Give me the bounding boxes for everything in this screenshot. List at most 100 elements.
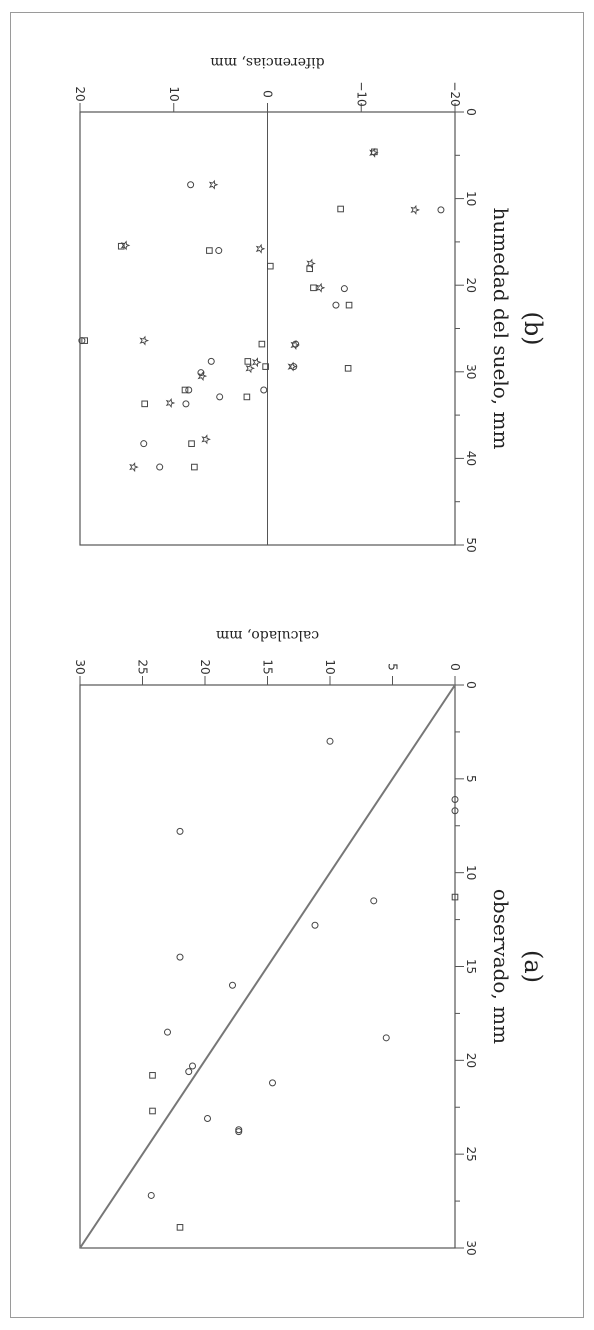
point-circle — [189, 1062, 196, 1070]
point-circle — [182, 400, 190, 408]
y-tick-label-a: 15 — [261, 659, 275, 674]
point-circle — [370, 897, 378, 905]
point-square — [243, 393, 251, 401]
point-square — [117, 242, 125, 250]
point-circle — [451, 795, 459, 803]
point-circle — [235, 1126, 243, 1134]
point-square — [258, 340, 266, 348]
point-square — [149, 1072, 156, 1079]
x-tick-label-a: 30 — [464, 1240, 478, 1255]
point-circle — [156, 463, 164, 471]
x-tick-label-a: 25 — [464, 1147, 478, 1162]
y-tick-label-a: 30 — [73, 659, 87, 674]
x-tick-label-b: 40 — [464, 451, 478, 466]
point-circle — [185, 386, 193, 394]
point-square — [267, 262, 274, 270]
point-square — [176, 1224, 184, 1231]
point-star — [201, 434, 211, 445]
y-tick-label-b: 20 — [73, 86, 87, 101]
point-circle — [340, 285, 348, 293]
y-tick-label-b: 10 — [167, 86, 181, 101]
point-circle — [311, 921, 319, 929]
point-circle — [235, 1128, 243, 1136]
point-square — [337, 205, 344, 213]
y-tick-label-b: 0 — [261, 90, 275, 98]
point-circle — [187, 181, 195, 189]
y-tick-label-a: 5 — [386, 663, 400, 671]
point-star — [315, 282, 326, 293]
point-square — [306, 265, 313, 273]
x-tick-label-b: 10 — [464, 191, 478, 206]
y-tick-label-a: 0 — [448, 663, 462, 671]
point-square — [188, 440, 195, 447]
point-star — [165, 397, 176, 409]
x-tick-label-a: 20 — [464, 1053, 478, 1068]
x-axis-title-b: humedad del suelo, mm — [489, 208, 513, 450]
y-tick-label-a: 20 — [198, 659, 212, 674]
point-circle — [332, 301, 340, 309]
point-circle — [197, 369, 205, 377]
point-circle — [229, 981, 236, 989]
point-circle — [326, 737, 334, 745]
point-circle — [451, 807, 459, 815]
point-circle — [382, 1034, 390, 1042]
point-circle — [204, 1115, 211, 1123]
point-circle — [260, 386, 268, 394]
point-circle — [164, 1028, 171, 1036]
point-square — [344, 365, 352, 372]
point-star — [208, 179, 219, 190]
x-tick-label-b: 50 — [464, 537, 478, 552]
y-tick-label-a: 10 — [323, 659, 337, 674]
x-tick-label-b: 20 — [464, 278, 478, 293]
point-star — [287, 361, 298, 372]
x-tick-label-b: 30 — [464, 364, 478, 379]
point-star — [120, 240, 131, 251]
x-tick-label-a: 10 — [464, 865, 478, 880]
point-circle — [176, 827, 184, 835]
point-square — [81, 337, 88, 344]
point-star — [197, 371, 208, 382]
x-tick-label-a: 5 — [464, 775, 478, 783]
y-axis-title-a: calculado, mm — [216, 627, 319, 643]
point-square — [181, 386, 189, 394]
point-circle — [207, 357, 215, 365]
point-circle — [140, 440, 148, 448]
point-star — [245, 363, 255, 374]
point-square — [345, 301, 353, 309]
identity-line — [79, 684, 456, 1249]
point-square — [141, 400, 148, 408]
point-star — [129, 462, 139, 473]
point-circle — [185, 1068, 193, 1076]
point-circle — [215, 247, 223, 255]
point-star — [139, 335, 150, 346]
point-star — [255, 243, 266, 254]
point-square — [191, 463, 198, 471]
point-circle — [147, 1191, 155, 1199]
point-star — [306, 258, 316, 269]
point-circle — [176, 953, 184, 961]
point-square — [451, 893, 459, 901]
point-circle — [437, 206, 445, 214]
x-axis-title-a: observado, mm — [489, 889, 513, 1044]
point-square — [244, 358, 252, 365]
point-circle — [269, 1079, 276, 1087]
x-tick-label-a: 15 — [464, 959, 478, 974]
scatter-plot-b: 0 10 20 30 40 50 −20 −10 0 10 20 humedad del suelo,… — [73, 54, 547, 553]
panel-label-a: (a) — [519, 950, 547, 983]
point-star — [410, 204, 420, 215]
figure-frame — [10, 12, 584, 1318]
point-circle — [216, 393, 224, 401]
y-tick-label-a: 25 — [136, 659, 150, 674]
scatter-plot-a: 0 5 10 15 20 25 30 0 5 10 15 20 25 30 observado, mm (a)… — [73, 627, 547, 1256]
y-axis-title-b: diferencias, mm — [210, 54, 324, 70]
point-star — [290, 339, 300, 351]
point-square — [149, 1107, 156, 1115]
point-square — [310, 284, 317, 292]
y-tick-label-b: −10 — [354, 81, 368, 106]
point-square — [262, 363, 269, 370]
y-tick-label-b: −20 — [448, 81, 462, 106]
point-square — [206, 247, 213, 254]
point-star — [369, 147, 379, 158]
x-tick-label-b: 0 — [464, 108, 478, 116]
